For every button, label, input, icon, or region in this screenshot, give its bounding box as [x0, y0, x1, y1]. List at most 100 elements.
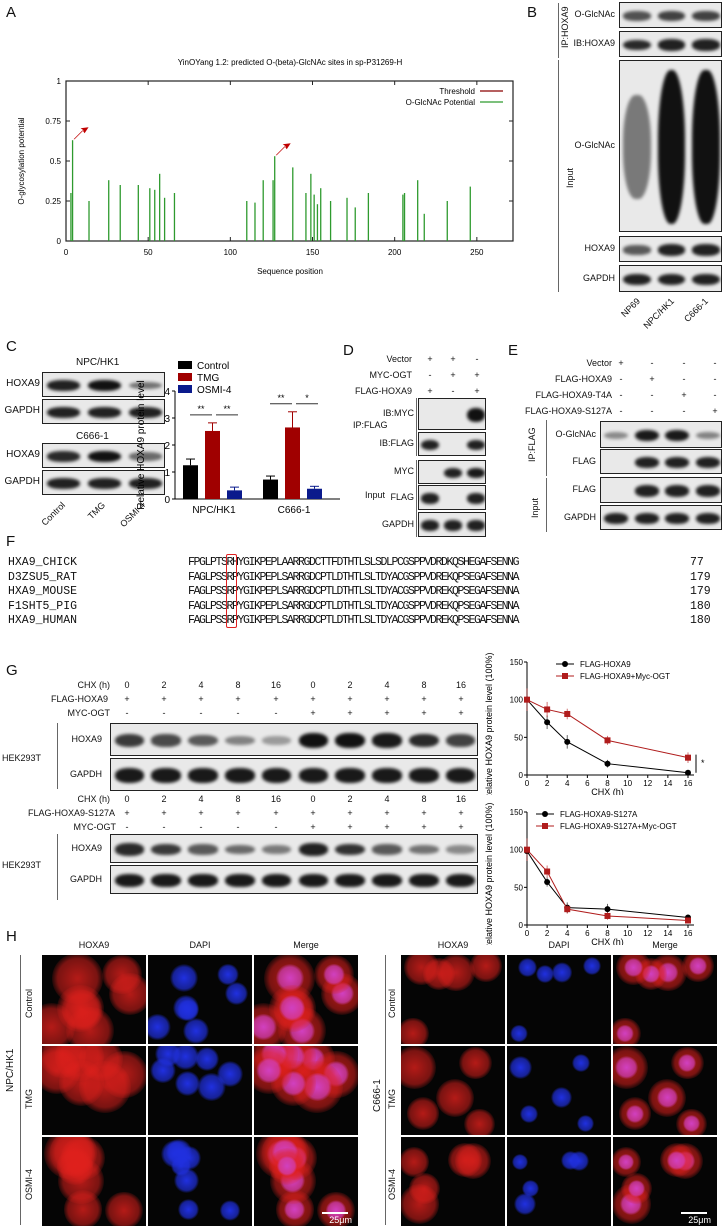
x-tick-label: 16 — [684, 929, 693, 938]
chx-value: 2 — [347, 794, 353, 804]
ip-label: IP:HOXA9 — [560, 6, 570, 48]
species-name: D3ZSU5_RAT — [8, 570, 78, 584]
data-point — [604, 906, 611, 913]
flag-sign: + — [458, 694, 464, 704]
band — [665, 429, 690, 442]
cell-cytoplasm — [401, 1017, 429, 1044]
band — [695, 485, 720, 497]
blot-gapdh — [42, 470, 165, 495]
y-tick-label: 0.75 — [45, 117, 61, 126]
scale-bar-label: 25μm — [688, 1215, 711, 1225]
x-axis-label: CHX (h) — [591, 787, 624, 795]
ogt-sign: + — [310, 708, 316, 718]
cell-label: NPC/HK1 — [76, 357, 120, 368]
band — [372, 874, 402, 887]
nucleus — [519, 1104, 538, 1123]
row-label: FLAG — [572, 455, 596, 466]
band — [151, 843, 181, 856]
flag-sign: + — [347, 808, 353, 818]
y-axis-label: Relative HOXA9 protein level (100%) — [484, 652, 494, 795]
row-label: HOXA9 — [71, 842, 102, 853]
band — [261, 768, 292, 783]
band — [114, 768, 145, 783]
ip-label: IP:FLAG — [353, 420, 388, 430]
cell-line-label: NPC/HK1 — [5, 1048, 16, 1092]
blot-hoxa9 — [110, 723, 478, 756]
cell-cytoplasm — [470, 955, 502, 982]
band — [151, 768, 181, 783]
row-label: GAPDH — [4, 405, 40, 416]
ogt-sign: - — [274, 822, 278, 832]
band — [692, 11, 720, 21]
band — [421, 520, 440, 531]
band — [188, 844, 218, 855]
y-tick-label: 1 — [57, 77, 62, 86]
band — [47, 451, 80, 462]
y-tick-label: 50 — [514, 883, 523, 892]
band — [657, 69, 686, 225]
column-header: Merge — [652, 940, 678, 950]
band — [695, 513, 720, 524]
condition-sign: - — [619, 390, 623, 400]
blot-gapdh — [600, 505, 722, 530]
ogt-sign: - — [199, 708, 203, 718]
band — [409, 874, 439, 887]
condition-label: Vector — [586, 358, 612, 368]
x-tick-label: 200 — [388, 248, 402, 257]
flag-sign: + — [235, 694, 241, 704]
data-point — [604, 760, 611, 767]
chx-value: 0 — [310, 794, 316, 804]
band — [151, 874, 181, 887]
micrograph-hoxa9 — [401, 1137, 505, 1226]
row-label: IB:MYC — [382, 408, 414, 418]
condition-sign: - — [475, 354, 479, 364]
micrograph-dapi — [507, 1046, 611, 1135]
row-label: HOXA9 — [584, 243, 615, 253]
band — [657, 273, 686, 286]
band — [88, 478, 121, 489]
ogt-sign: - — [162, 708, 166, 718]
column-header: DAPI — [548, 940, 570, 950]
ogt-sign: + — [384, 708, 390, 718]
nucleus — [521, 1179, 539, 1198]
condition-sign: + — [450, 370, 456, 380]
band — [665, 457, 690, 468]
bar-osmi-4 — [307, 488, 322, 499]
significance-mark: ** — [277, 393, 285, 403]
flag-sign: + — [198, 694, 204, 704]
flag-sign: + — [273, 694, 279, 704]
lane-label: Control — [39, 500, 68, 528]
x-tick-label: 2 — [545, 929, 550, 938]
nucleus — [624, 958, 643, 977]
blot-flag — [600, 449, 722, 474]
data-point — [524, 846, 530, 853]
cell-cytoplasm — [105, 1191, 143, 1226]
legend-label: FLAG-HOXA9-S127A — [560, 810, 638, 819]
chx-value: 4 — [384, 794, 390, 804]
cell-cytoplasm — [447, 1142, 483, 1178]
panel-label-f: F — [6, 533, 16, 550]
panel-label-h: H — [6, 928, 17, 945]
blot-gapdh — [619, 265, 722, 292]
band — [466, 439, 485, 451]
band — [623, 245, 651, 255]
bracket-line — [385, 955, 386, 1225]
bracket-line — [416, 460, 417, 537]
band — [604, 431, 629, 440]
x-axis-label: Sequence position — [257, 267, 323, 276]
micrograph-dapi — [148, 955, 252, 1044]
nucleus — [178, 1198, 200, 1220]
x-tick-label: 4 — [565, 779, 570, 788]
chx-chase-chart-s127a: 0 50 100 150 0 2 4 6 8 10 12 14 16 CHX (h) Relative HO… — [484, 802, 694, 945]
x-tick-label: 2 — [545, 779, 550, 788]
species-name: F1SHT5_PIG — [8, 599, 78, 613]
condition-sign: + — [618, 358, 624, 368]
flag-sign: + — [273, 808, 279, 818]
bar-control — [183, 465, 198, 499]
nucleus — [216, 963, 239, 986]
nucleus — [689, 957, 707, 975]
nucleus — [667, 1150, 687, 1170]
data-point — [685, 769, 691, 776]
condition-sign: - — [650, 390, 654, 400]
panel-label-e: E — [508, 342, 519, 359]
